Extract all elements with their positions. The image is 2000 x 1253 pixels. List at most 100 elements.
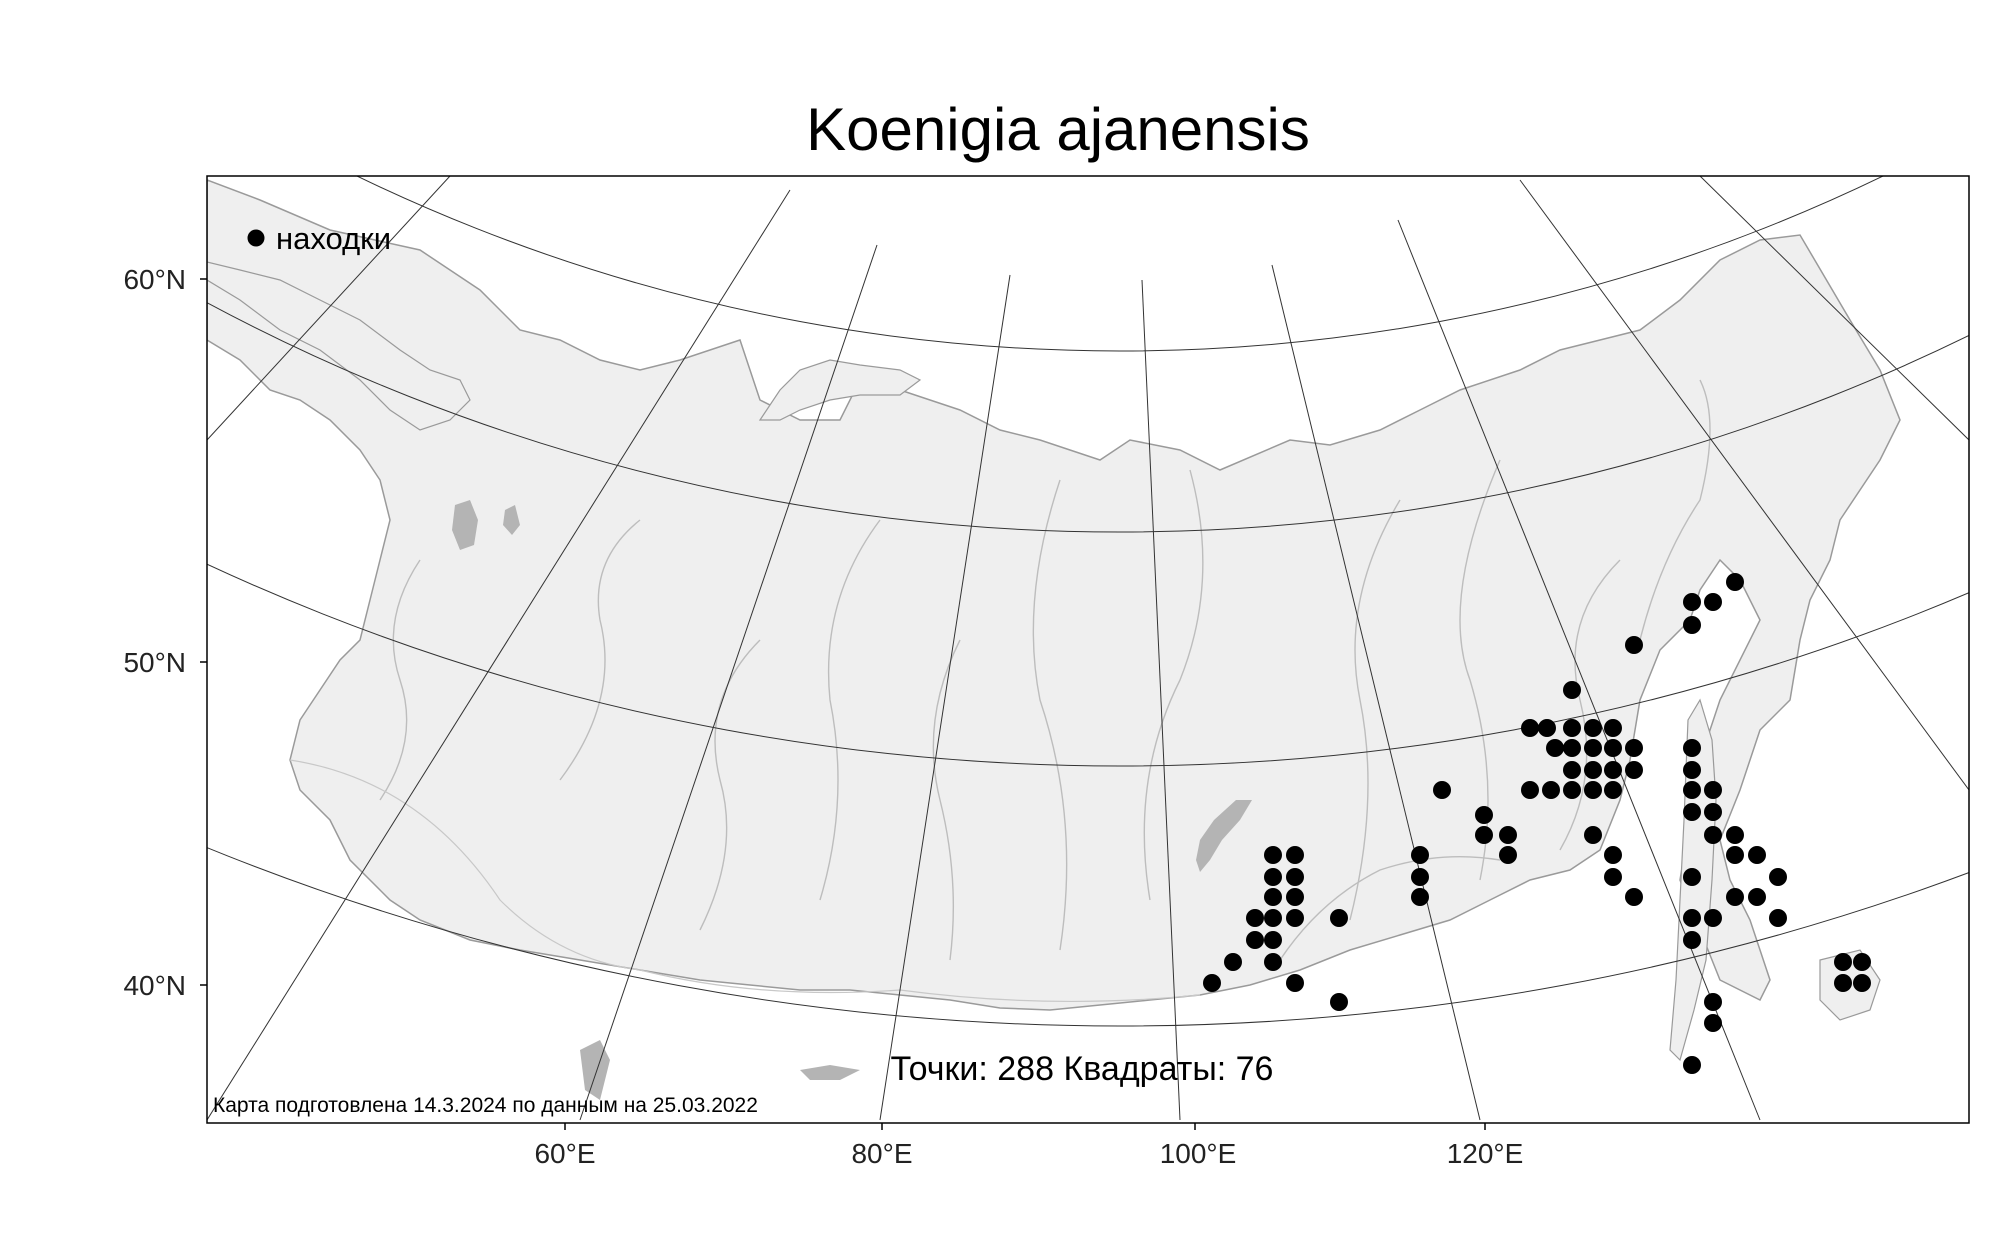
find-marker [1563,739,1581,757]
find-marker [1563,781,1581,799]
find-marker [1584,761,1602,779]
lat-label-50: 50°N [123,647,186,678]
find-marker [1834,953,1852,971]
find-marker [1246,909,1264,927]
find-marker [1726,826,1744,844]
find-marker [1604,719,1622,737]
find-marker [1748,888,1766,906]
find-marker [1330,993,1348,1011]
find-marker [1683,593,1701,611]
find-marker [1411,868,1429,886]
find-marker [1683,803,1701,821]
find-marker [1563,681,1581,699]
land-mass [207,179,1901,1011]
find-marker [1769,868,1787,886]
find-marker [1584,781,1602,799]
rivers [379,379,1711,961]
find-marker [1726,888,1744,906]
find-marker [1625,888,1643,906]
find-marker [1748,846,1766,864]
find-marker [1264,909,1282,927]
find-marker [1625,761,1643,779]
find-marker [1264,868,1282,886]
lon-label-120: 120°E [1447,1138,1524,1169]
balkhash-lake [800,1065,860,1080]
novaya-zemlya [758,359,922,421]
find-marker [1224,953,1242,971]
find-marker [1704,909,1722,927]
graticule-meridians [207,176,1969,1121]
find-marker [1286,888,1304,906]
find-marker [1264,931,1282,949]
find-marker [1475,826,1493,844]
lake-baikal [1196,800,1252,872]
find-marker [1411,888,1429,906]
find-marker [1853,953,1871,971]
find-marker [1264,846,1282,864]
find-marker [1604,781,1622,799]
find-marker [1584,719,1602,737]
find-marker [1853,974,1871,992]
find-marker [1521,719,1539,737]
lon-label-80: 80°E [851,1138,912,1169]
find-marker [1411,846,1429,864]
scandinavia [207,261,471,431]
find-marker [1542,781,1560,799]
find-marker [1704,781,1722,799]
find-marker [1264,953,1282,971]
find-marker [1604,846,1622,864]
stats-text: Точки: 288 Квадраты: 76 [891,1050,1274,1088]
find-marker [1683,781,1701,799]
find-marker [1625,739,1643,757]
find-marker [1475,806,1493,824]
find-marker [1769,909,1787,927]
legend-marker [247,229,265,247]
find-marker [1683,909,1701,927]
find-marker [1563,761,1581,779]
find-marker [1604,761,1622,779]
find-marker [1499,826,1517,844]
find-marker [1499,846,1517,864]
find-marker [1704,803,1722,821]
map-title: Koenigia ajanensis [806,96,1310,163]
find-marker [1683,931,1701,949]
find-marker [1604,868,1622,886]
lon-label-60: 60°E [534,1138,595,1169]
find-marker [1704,593,1722,611]
lake-onega [503,505,520,535]
find-marker [1286,974,1304,992]
find-marker [1286,909,1304,927]
find-marker [1330,909,1348,927]
find-marker [1726,573,1744,591]
find-marker [1683,868,1701,886]
find-marker [1683,616,1701,634]
lon-label-100: 100°E [1160,1138,1237,1169]
finds-layer [1203,573,1871,1074]
legend-label: находки [276,221,391,256]
lat-label-60: 60°N [123,264,186,295]
find-marker [1834,974,1852,992]
find-marker [1521,781,1539,799]
find-marker [1203,974,1221,992]
find-marker [1286,868,1304,886]
find-marker [1704,1014,1722,1032]
find-marker [1726,846,1744,864]
find-marker [1538,719,1556,737]
find-marker [1683,1056,1701,1074]
find-marker [1546,739,1564,757]
lat-label-40: 40°N [123,970,186,1001]
find-marker [1433,781,1451,799]
map-frame [206,175,1970,1124]
credit-text: Карта подготовлена 14.3.2024 по данным н… [213,1094,758,1117]
axis-ticks [200,278,1486,1130]
find-marker [1625,636,1643,654]
find-marker [1683,761,1701,779]
find-marker [1704,993,1722,1011]
caspian-fragment [580,1040,610,1100]
find-marker [1683,739,1701,757]
lake-ladoga [452,500,478,550]
find-marker [1264,888,1282,906]
find-marker [1604,739,1622,757]
find-marker [1584,826,1602,844]
